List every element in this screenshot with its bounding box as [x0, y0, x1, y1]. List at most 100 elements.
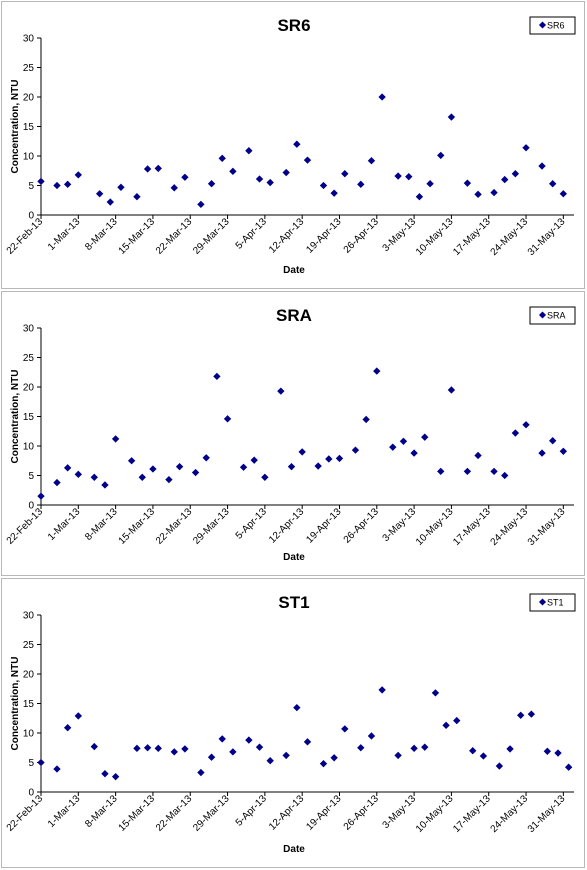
data-point [506, 745, 514, 753]
data-point [495, 762, 504, 770]
x-tick-label: 17-May-13 [451, 506, 493, 548]
y-tick-label: 15 [23, 412, 35, 423]
data-point [154, 744, 162, 753]
x-tick-label: 5-Apr-13 [234, 793, 270, 829]
data-point [501, 175, 509, 184]
data-point [410, 744, 418, 753]
data-point [421, 743, 429, 751]
data-point [138, 473, 146, 481]
data-point [202, 454, 210, 462]
x-tick-label: 1-Mar-13 [46, 506, 83, 543]
data-point [394, 172, 402, 180]
data-point [447, 386, 456, 394]
y-tick-label: 15 [23, 122, 35, 133]
data-point [277, 387, 285, 395]
data-point [490, 467, 498, 476]
legend-marker [538, 21, 547, 29]
y-axis-label: Concentration, NTU [10, 80, 21, 174]
data-point [229, 748, 237, 756]
legend-box [529, 306, 576, 325]
x-tick-label: 3-May-13 [381, 793, 419, 831]
y-tick-label: 20 [23, 383, 35, 394]
x-tick-label: 15-Mar-13 [117, 506, 158, 547]
data-point [527, 710, 536, 718]
data-point [293, 140, 301, 148]
data-point [335, 454, 344, 463]
data-point [74, 470, 82, 478]
data-point [95, 190, 104, 198]
data-point [559, 190, 568, 198]
data-point [367, 732, 376, 740]
chart-svg: SR6 SR6 0 5 10 15 20 25 30 22-Feb-13 1-Mar-13 8-Mar… [5, 16, 576, 276]
y-axis-label: Concentration, NTU [10, 657, 21, 751]
x-tick-label: 5-Apr-13 [234, 506, 270, 542]
x-tick-label: 12-Apr-13 [267, 506, 307, 546]
data-point [53, 181, 61, 190]
data-point [143, 744, 152, 752]
x-tick-label: 10-May-13 [414, 216, 456, 258]
data-point [554, 749, 562, 757]
data-point [170, 748, 178, 756]
data-point [410, 449, 418, 457]
data-point [181, 745, 189, 753]
data-point [207, 753, 216, 761]
data-point [469, 747, 477, 755]
x-tick-label: 19-Apr-13 [304, 506, 344, 546]
data-point [175, 462, 184, 471]
x-tick-label: 12-Apr-13 [267, 216, 307, 256]
x-tick-label: 24-May-13 [489, 216, 531, 258]
data-point [218, 735, 226, 743]
data-point [245, 147, 253, 155]
data-point [405, 172, 413, 181]
data-point [319, 181, 328, 190]
data-point [490, 188, 498, 197]
data-point [207, 180, 216, 188]
data-point [426, 180, 434, 188]
x-tick-label: 12-Apr-13 [267, 793, 307, 833]
x-tick-label: 31-May-13 [526, 793, 568, 835]
data-point [378, 686, 386, 694]
data-point [415, 193, 424, 201]
y-tick-label: 20 [23, 670, 35, 681]
x-tick-label: 10-May-13 [414, 506, 456, 548]
chart-svg: SRA SRA 0 5 10 15 20 25 30 22-Feb-13 1-Mar-13 8-Mar… [5, 306, 576, 563]
data-point [37, 758, 45, 767]
y-tick-label: 5 [28, 471, 34, 482]
data-point [74, 712, 82, 720]
y-tick-label: 5 [28, 758, 34, 769]
data-point [474, 190, 482, 199]
data-point [314, 462, 322, 470]
data-point [330, 189, 338, 197]
x-tick-label: 31-May-13 [526, 216, 568, 258]
data-point [298, 448, 306, 456]
data-point [101, 770, 109, 778]
x-tick-label: 19-Apr-13 [304, 793, 344, 833]
data-point [181, 173, 189, 181]
x-tick-label: 1-Mar-13 [46, 216, 83, 253]
data-point [133, 193, 141, 201]
data-point [543, 747, 552, 755]
y-tick-label: 30 [23, 324, 35, 335]
data-point [111, 772, 120, 781]
data-point [197, 200, 205, 209]
legend-label: ST1 [547, 598, 564, 608]
data-point [63, 464, 72, 472]
data-point [213, 372, 221, 381]
data-point [453, 716, 461, 725]
y-tick-label: 10 [23, 442, 35, 453]
data-point [229, 167, 237, 176]
data-point [53, 478, 61, 487]
data-point [538, 449, 546, 457]
chart-svg: ST1 ST1 0 5 10 15 20 25 30 22-Feb-13 1-Mar-13 8-Mar… [5, 593, 576, 855]
data-point [111, 435, 120, 443]
x-tick-label: 24-May-13 [489, 506, 531, 548]
x-tick-label: 22-Mar-13 [154, 506, 195, 547]
data-point [266, 757, 274, 765]
data-point [319, 760, 328, 768]
data-point [170, 184, 178, 192]
data-point [154, 164, 162, 173]
data-point [479, 752, 488, 760]
x-tick-label: 19-Apr-13 [304, 216, 344, 256]
chart-panel-st1: ST1 ST1 0 5 10 15 20 25 30 22-Feb-13 1-Mar-13 8-Mar… [1, 578, 585, 868]
x-tick-label: 15-Mar-13 [117, 793, 158, 834]
